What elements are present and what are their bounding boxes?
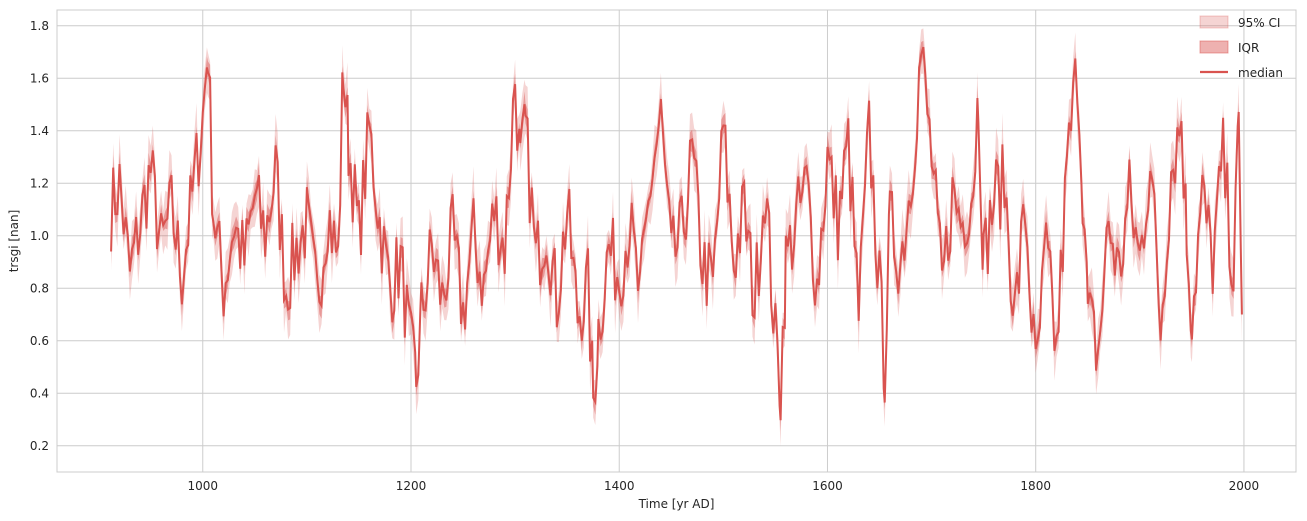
- y-tick-label: 0.2: [30, 439, 49, 453]
- x-axis-label: Time [yr AD]: [638, 497, 715, 511]
- bands: [111, 28, 1242, 447]
- y-tick-label: 1.0: [30, 229, 49, 243]
- legend-label-ci: 95% CI: [1238, 16, 1280, 30]
- y-tick-label: 1.6: [30, 71, 49, 85]
- legend-label-iqr: IQR: [1238, 41, 1259, 55]
- legend-label-median: median: [1238, 66, 1283, 80]
- y-tick-label: 1.8: [30, 19, 49, 33]
- legend: 95% CI IQR median: [1199, 15, 1283, 80]
- y-ticks: 0.2 0.4 0.6 0.8 1.0 1.2 1.4 1.6 1.8: [30, 19, 49, 453]
- plot-area: [56, 9, 1297, 473]
- x-tick-label: 1200: [396, 479, 427, 493]
- y-tick-label: 1.2: [30, 176, 49, 190]
- x-tick-label: 1400: [604, 479, 635, 493]
- y-tick-label: 0.8: [30, 281, 49, 295]
- y-tick-label: 0.6: [30, 334, 49, 348]
- y-axis-label: trsgi [nan]: [7, 210, 21, 273]
- x-tick-label: 1000: [187, 479, 218, 493]
- median-line: [110, 46, 1243, 421]
- x-tick-label: 2000: [1229, 479, 1260, 493]
- y-tick-label: 0.4: [30, 386, 49, 400]
- x-tick-label: 1800: [1020, 479, 1051, 493]
- x-ticks: 1000 1200 1400 1600 1800 2000: [187, 479, 1259, 493]
- legend-swatch-ci: [1199, 15, 1229, 29]
- legend-swatch-iqr: [1199, 40, 1229, 54]
- x-tick-label: 1600: [812, 479, 843, 493]
- grid: [57, 10, 1296, 472]
- ci-band: [111, 28, 1242, 447]
- y-tick-label: 1.4: [30, 124, 49, 138]
